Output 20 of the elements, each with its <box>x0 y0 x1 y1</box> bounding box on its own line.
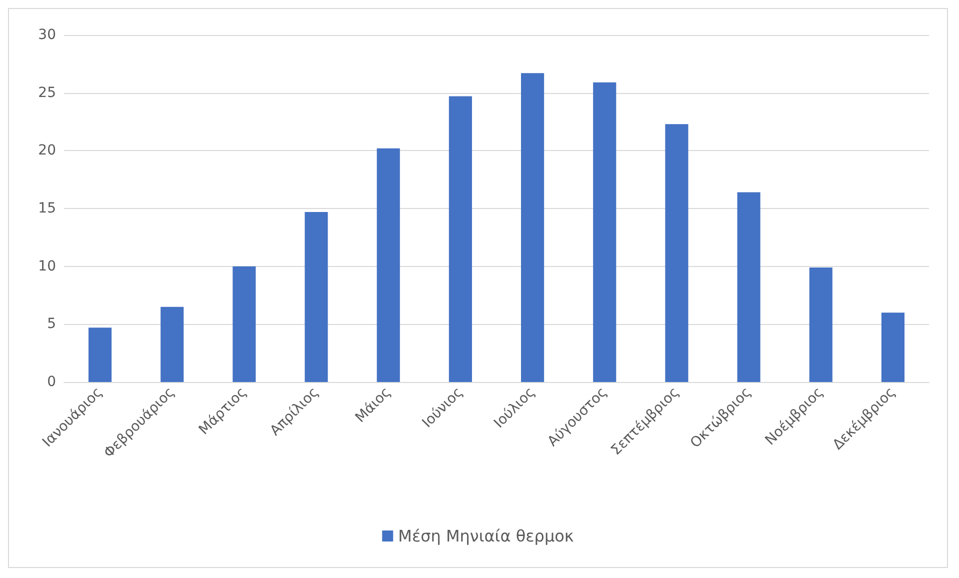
bar <box>304 212 328 382</box>
bar <box>593 82 616 382</box>
y-tick-label: 5 <box>47 316 56 332</box>
bar <box>160 306 184 382</box>
bar <box>376 148 400 382</box>
legend-label: Μέση Μηνιαία θερμοκ <box>398 526 574 546</box>
y-tick-label: 20 <box>38 142 56 159</box>
bar <box>448 96 472 382</box>
bar <box>881 312 904 382</box>
y-tick-label: 0 <box>47 374 56 390</box>
bar <box>665 124 688 382</box>
y-tick-label: 25 <box>38 84 56 101</box>
y-tick-label: 30 <box>38 27 56 43</box>
bar <box>232 266 256 382</box>
bar <box>88 328 112 382</box>
y-tick-label: 10 <box>38 258 56 274</box>
y-tick-label: 15 <box>38 200 56 216</box>
bar <box>809 267 832 382</box>
bar <box>737 192 760 382</box>
bar <box>521 73 544 382</box>
